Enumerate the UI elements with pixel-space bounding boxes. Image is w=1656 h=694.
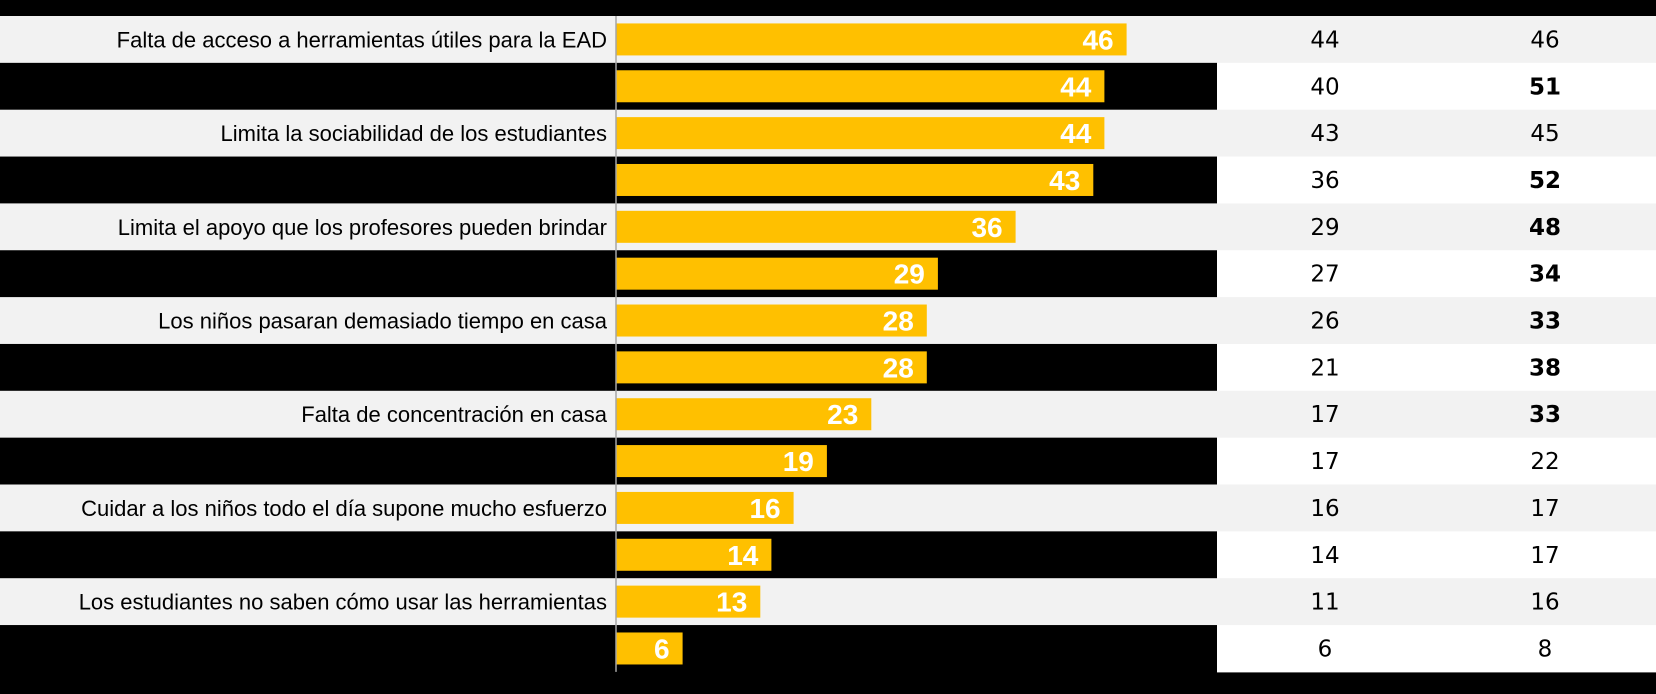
bar-value-label: 19 bbox=[783, 446, 814, 477]
category-label: Los niños pasaran demasiado tiempo en ca… bbox=[158, 309, 608, 334]
column-2-value: 16 bbox=[1530, 590, 1559, 616]
row-band bbox=[0, 578, 1656, 626]
row-band-dark bbox=[0, 531, 1217, 579]
bar bbox=[616, 445, 827, 478]
category-label: Cuidar a los niños todo el día supone mu… bbox=[81, 496, 607, 521]
bar bbox=[616, 538, 772, 571]
category-label: Falta de concentración en casa bbox=[301, 402, 608, 427]
column-2-value: 38 bbox=[1529, 355, 1561, 381]
column-2-value: 34 bbox=[1529, 262, 1561, 288]
category-label: Falta de acceso a herramientas útiles pa… bbox=[117, 27, 607, 52]
bar bbox=[616, 117, 1105, 150]
row-band-table bbox=[1217, 625, 1656, 673]
column-1-value: 29 bbox=[1310, 215, 1339, 241]
bar bbox=[616, 351, 927, 384]
bar-value-label: 44 bbox=[1060, 71, 1092, 102]
top-band bbox=[0, 0, 1656, 16]
row-band-table bbox=[1217, 62, 1656, 111]
bar-value-label: 29 bbox=[894, 259, 925, 290]
column-1-value: 6 bbox=[1318, 636, 1333, 662]
column-1-value: 21 bbox=[1310, 355, 1339, 381]
bar bbox=[616, 304, 927, 337]
row-band-dark bbox=[0, 625, 1217, 673]
bar bbox=[616, 491, 794, 524]
bar-value-label: 28 bbox=[883, 306, 914, 337]
bar bbox=[616, 585, 761, 618]
row-band-dark bbox=[0, 343, 1217, 392]
bar-value-label: 36 bbox=[971, 212, 1002, 243]
category-label: Limita el apoyo que los profesores puede… bbox=[118, 215, 607, 240]
row-band bbox=[0, 484, 1656, 532]
column-2-value: 48 bbox=[1529, 215, 1561, 241]
row-band-table bbox=[1217, 437, 1656, 485]
column-1-value: 16 bbox=[1310, 496, 1339, 522]
column-2-value: 33 bbox=[1529, 309, 1561, 335]
column-1-value: 36 bbox=[1310, 168, 1339, 194]
bar-value-label: 13 bbox=[716, 587, 747, 618]
bar bbox=[616, 163, 1094, 196]
bar-value-label: 43 bbox=[1049, 165, 1080, 196]
bar-value-label: 44 bbox=[1060, 118, 1092, 149]
bar bbox=[616, 210, 1016, 243]
row-band-dark bbox=[0, 437, 1217, 485]
row-band-table bbox=[1217, 343, 1656, 392]
bar bbox=[616, 70, 1105, 103]
bar-value-label: 6 bbox=[654, 633, 670, 664]
bar bbox=[616, 398, 872, 431]
column-2-value: 8 bbox=[1538, 636, 1553, 662]
column-2-value: 51 bbox=[1529, 74, 1561, 100]
bar bbox=[616, 23, 1127, 56]
row-band-table bbox=[1217, 250, 1656, 298]
column-1-value: 17 bbox=[1310, 449, 1339, 475]
bar bbox=[616, 632, 683, 665]
bar-value-label: 28 bbox=[883, 352, 914, 383]
column-2-value: 22 bbox=[1530, 449, 1559, 475]
column-1-value: 14 bbox=[1310, 543, 1339, 569]
column-2-value: 52 bbox=[1529, 168, 1561, 194]
column-2-value: 46 bbox=[1530, 27, 1559, 53]
bar-value-label: 16 bbox=[749, 493, 780, 524]
bar-value-label: 46 bbox=[1082, 24, 1113, 55]
column-2-value: 17 bbox=[1530, 496, 1559, 522]
column-1-value: 27 bbox=[1310, 262, 1339, 288]
column-2-value: 45 bbox=[1530, 121, 1559, 147]
column-1-value: 17 bbox=[1310, 402, 1339, 428]
column-2-value: 17 bbox=[1530, 543, 1559, 569]
row-band-table bbox=[1217, 156, 1656, 204]
row-band-dark bbox=[0, 250, 1217, 298]
bar bbox=[616, 257, 938, 290]
row-band-table bbox=[1217, 531, 1656, 579]
column-1-value: 26 bbox=[1310, 309, 1339, 335]
category-label: Limita la sociabilidad de los estudiante… bbox=[221, 121, 607, 146]
column-1-value: 40 bbox=[1310, 74, 1339, 100]
bar-value-label: 23 bbox=[827, 399, 858, 430]
column-1-value: 43 bbox=[1310, 121, 1339, 147]
bar-value-label: 14 bbox=[727, 540, 759, 571]
column-1-value: 11 bbox=[1310, 590, 1339, 616]
column-1-value: 44 bbox=[1310, 27, 1339, 53]
column-2-value: 33 bbox=[1529, 402, 1561, 428]
category-label: Los estudiantes no saben cómo usar las h… bbox=[79, 590, 607, 615]
